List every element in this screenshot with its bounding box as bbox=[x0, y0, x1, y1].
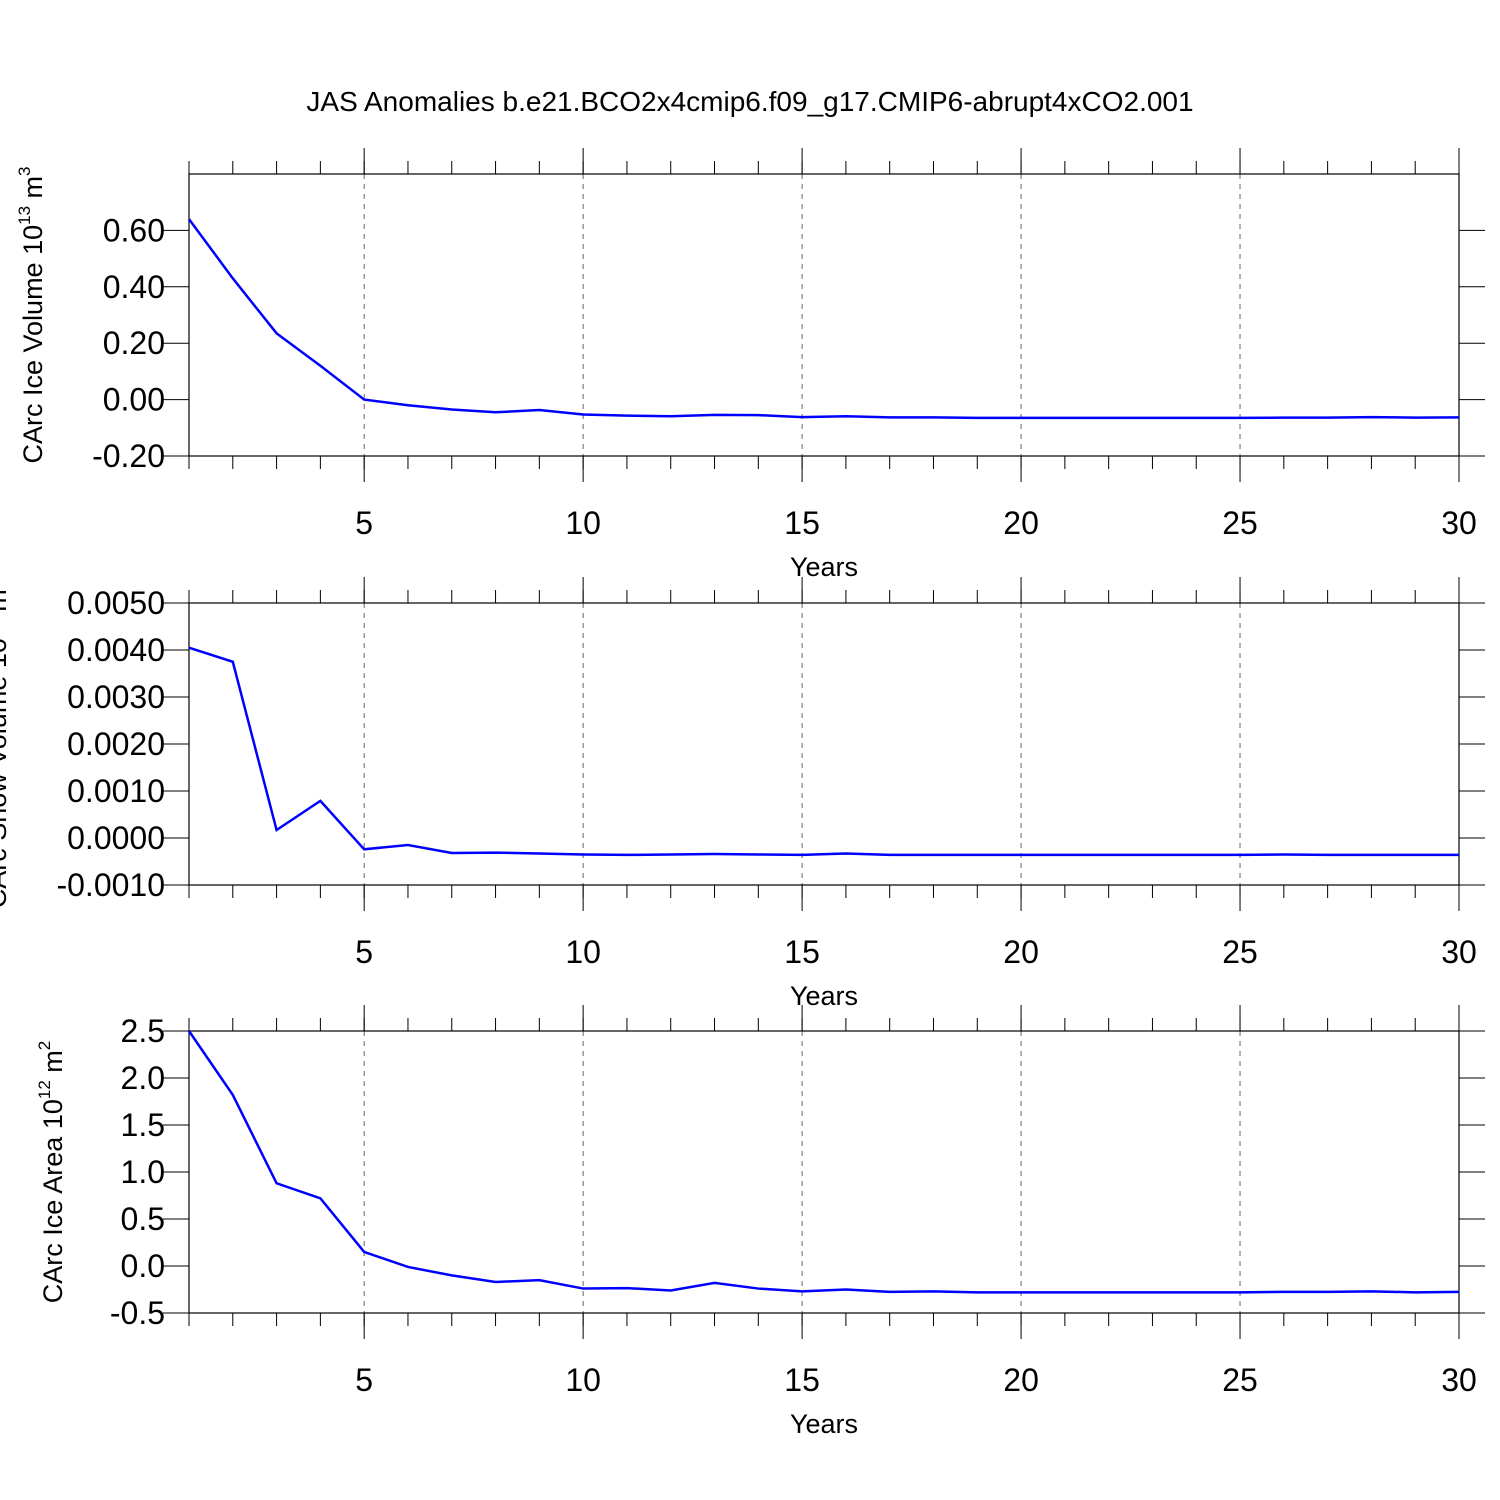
x-tick-label: 10 bbox=[565, 934, 601, 970]
y-label-unit: m bbox=[38, 1050, 68, 1080]
y-tick-label: 0.00 bbox=[103, 382, 165, 418]
y-tick-label: 0.20 bbox=[103, 325, 165, 361]
x-tick-label: 20 bbox=[1003, 934, 1039, 970]
y-axis-label: CArc Ice Volume 1013 m3 bbox=[15, 166, 48, 463]
y-label-text: CArc Ice Area 10 bbox=[38, 1099, 68, 1303]
x-tick-label: 25 bbox=[1222, 505, 1258, 541]
x-tick-label: 15 bbox=[784, 934, 820, 970]
x-tick-label: 20 bbox=[1003, 505, 1039, 541]
y-tick-label: 1.5 bbox=[121, 1107, 165, 1143]
y-tick-label: 2.0 bbox=[121, 1060, 165, 1096]
plot-frame bbox=[188, 1030, 1460, 1314]
panel: 5 10 15 20 25 30 -0.20 0.00 0.20 0.40 0.60 Years CAr… bbox=[15, 148, 1485, 582]
panel: 5 10 15 20 25 30 -0.5 0.0 0.5 1.0 1.5 2.0 2.5 Years CA… bbox=[35, 1005, 1485, 1439]
x-tick-label: 10 bbox=[565, 1362, 601, 1398]
y-tick-label: 1.0 bbox=[121, 1154, 165, 1190]
figure-title: JAS Anomalies b.e21.BCO2x4cmip6.f09_g17.… bbox=[306, 86, 1193, 117]
y-label-unit-exponent: 2 bbox=[35, 1041, 54, 1050]
y-tick-label: 0.0040 bbox=[67, 632, 165, 668]
x-tick-label: 10 bbox=[565, 505, 601, 541]
y-label-unit: m bbox=[18, 176, 48, 206]
y-tick-label: 0.0030 bbox=[67, 679, 165, 715]
x-tick-label: 30 bbox=[1441, 1362, 1477, 1398]
y-tick-label: 2.5 bbox=[121, 1013, 165, 1049]
data-line bbox=[187, 218, 1460, 420]
x-axis-label: Years bbox=[790, 1409, 858, 1439]
y-label-text: CArc Snow Volume 10 bbox=[0, 638, 12, 908]
y-label-exponent: 13 bbox=[15, 206, 34, 225]
y-tick-label: -0.20 bbox=[92, 438, 165, 474]
y-tick-label: -0.0010 bbox=[56, 867, 165, 903]
x-axis-label: Years bbox=[790, 981, 858, 1011]
y-tick-label: 0.40 bbox=[103, 269, 165, 305]
y-label-unit: m bbox=[0, 589, 12, 619]
y-axis-label: CArc Ice Area 1012 m2 bbox=[35, 1041, 68, 1304]
y-tick-label: 0.0020 bbox=[67, 726, 165, 762]
plot-frame bbox=[188, 173, 1460, 457]
y-tick-label: 0.0 bbox=[121, 1248, 165, 1284]
y-tick-label: 0.60 bbox=[103, 212, 165, 248]
y-tick-label: 0.0010 bbox=[67, 773, 165, 809]
y-tick-label: 0.0000 bbox=[67, 820, 165, 856]
x-tick-label: 30 bbox=[1441, 934, 1477, 970]
x-tick-label: 5 bbox=[355, 934, 373, 970]
x-tick-label: 30 bbox=[1441, 505, 1477, 541]
y-tick-label: -0.5 bbox=[110, 1295, 165, 1331]
y-axis-label: CArc Snow Volume 1013 m3 bbox=[0, 580, 12, 909]
y-label-text: CArc Ice Volume 10 bbox=[18, 225, 48, 464]
x-tick-label: 20 bbox=[1003, 1362, 1039, 1398]
x-tick-label: 5 bbox=[355, 505, 373, 541]
x-tick-label: 25 bbox=[1222, 934, 1258, 970]
x-tick-label: 25 bbox=[1222, 1362, 1258, 1398]
data-line bbox=[187, 1030, 1460, 1294]
y-tick-label: 0.5 bbox=[121, 1201, 165, 1237]
data-line bbox=[188, 646, 1459, 857]
y-label-unit-exponent: 3 bbox=[15, 166, 34, 175]
y-label-exponent: 12 bbox=[35, 1080, 54, 1099]
panel: 5 10 15 20 25 30 -0.0010 0.0000 0.0010 0.0020 0.00… bbox=[0, 577, 1485, 1011]
y-tick-label: 0.0050 bbox=[67, 585, 165, 621]
x-axis-label: Years bbox=[790, 552, 858, 582]
x-tick-label: 5 bbox=[355, 1362, 373, 1398]
x-tick-label: 15 bbox=[784, 1362, 820, 1398]
plot-frame bbox=[188, 602, 1460, 886]
x-tick-label: 15 bbox=[784, 505, 820, 541]
